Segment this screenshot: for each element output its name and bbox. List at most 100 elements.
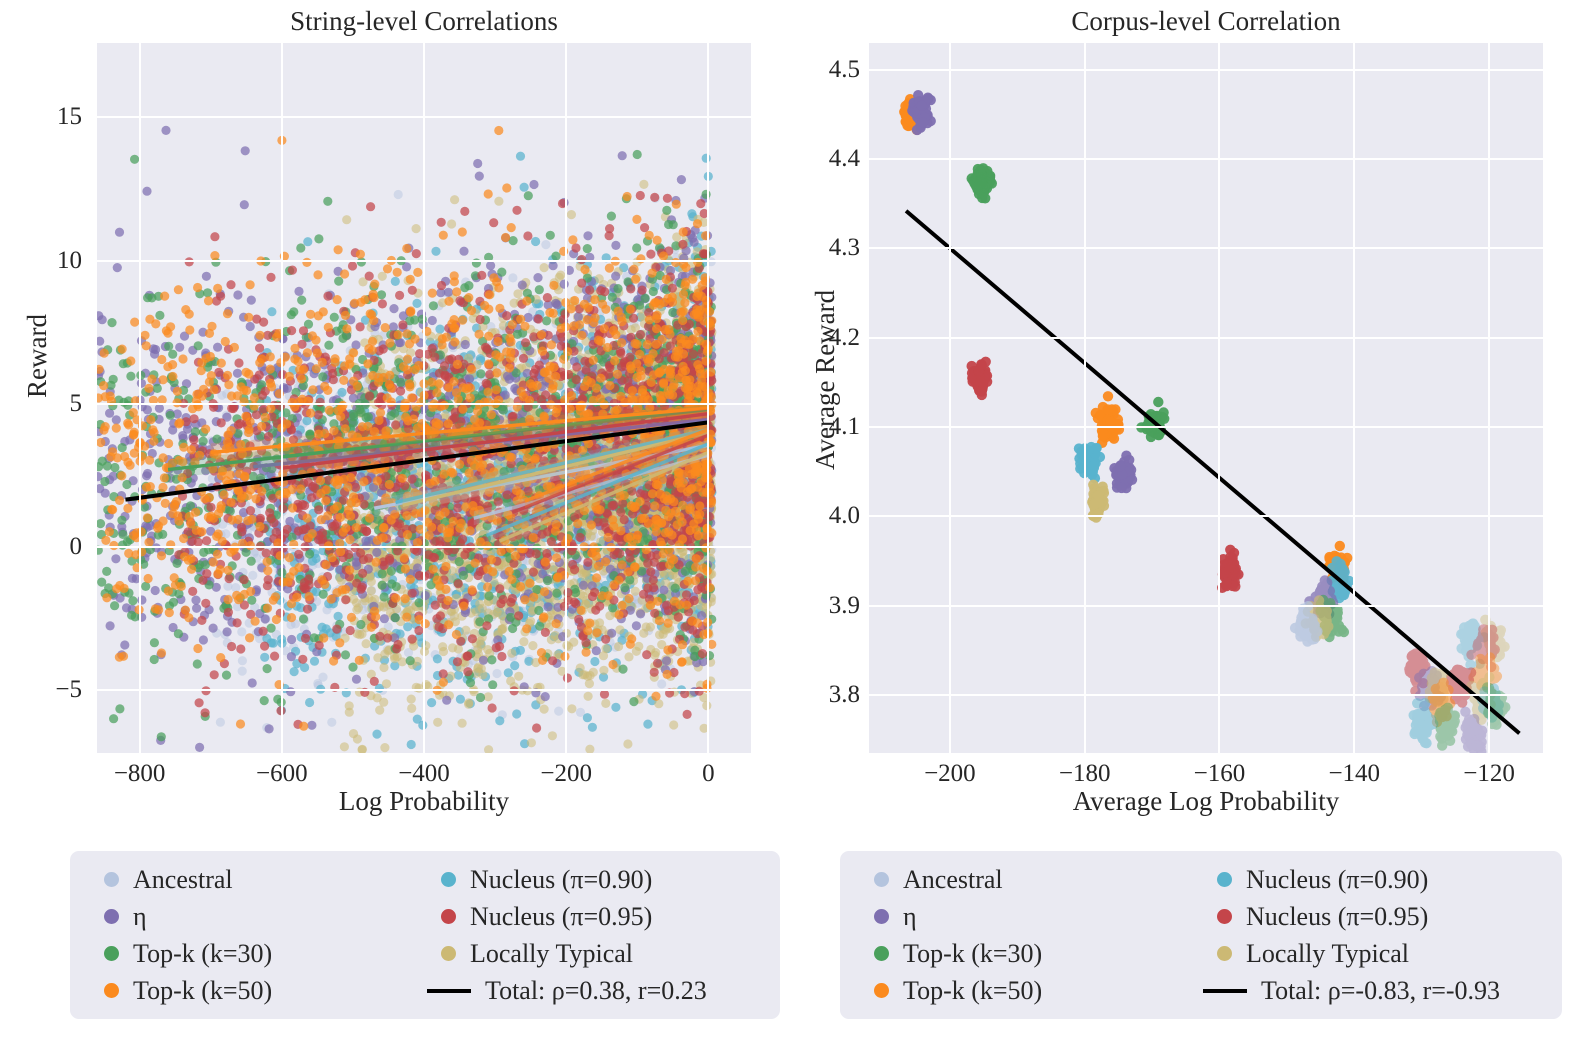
regression-line: [402, 430, 709, 508]
regression-line: [167, 407, 709, 472]
legend-label: η: [903, 901, 917, 931]
legend-item-topk30[interactable]: Top-k (k=30): [90, 939, 427, 969]
y-tick-label: 4.0: [828, 502, 860, 530]
cluster-blob: [1434, 702, 1460, 751]
gridline-horizontal: [869, 68, 1543, 71]
x-tick-label: −400: [398, 760, 450, 787]
legend-item-total[interactable]: Total: ρ=-0.83, r=-0.93: [1203, 976, 1546, 1006]
legend-item-eta[interactable]: η: [860, 902, 1203, 932]
legend-item-topk50[interactable]: Top-k (k=50): [90, 976, 427, 1006]
cluster-blob: [1404, 648, 1431, 697]
legend-item-eta[interactable]: η: [90, 902, 427, 932]
legend-label: η: [133, 901, 147, 931]
legend-line-swatch: [427, 988, 471, 993]
legend-label: Nucleus (π=0.95): [1246, 901, 1429, 931]
right-plot-title: Corpus-level Correlation: [1071, 6, 1341, 36]
legend-item-typical[interactable]: Locally Typical: [427, 939, 764, 969]
x-tick-label: −160: [1193, 760, 1246, 787]
regression-line: [485, 442, 709, 537]
legend-item-nucleus90[interactable]: Nucleus (π=0.90): [1203, 865, 1546, 895]
legend-color-swatch: [104, 983, 119, 998]
legend-item-nucleus95[interactable]: Nucleus (π=0.95): [427, 902, 764, 932]
legend-label: Top-k (k=30): [903, 938, 1043, 968]
cluster-blob: [1087, 479, 1110, 523]
panel-string-level: String-level Correlations −800 −600 −400 −2…: [0, 0, 790, 1040]
legend-label: Total: ρ=-0.83, r=-0.93: [1261, 975, 1501, 1005]
legend-item-nucleus90[interactable]: Nucleus (π=0.90): [427, 865, 764, 895]
legend-item-ancestral[interactable]: Ancestral: [90, 865, 427, 895]
gridline-vertical: [707, 43, 710, 753]
x-tick-label: −200: [540, 760, 592, 787]
regression-line: [524, 427, 709, 503]
gridline-horizontal: [97, 689, 751, 692]
legend-label: Top-k (k=50): [903, 975, 1043, 1005]
panel-corpus-level: Corpus-level Correlation −200 −180 −160 −14…: [790, 0, 1581, 1040]
legend-label: Top-k (k=50): [133, 975, 273, 1005]
cluster-blob: [1289, 601, 1323, 647]
regression-line: [511, 433, 709, 515]
legend-label: Total: ρ=0.38, r=0.23: [485, 975, 707, 1005]
legend-item-total[interactable]: Total: ρ=0.38, r=0.23: [427, 976, 764, 1006]
total-regression-line: [125, 420, 709, 502]
legend-label: Ancestral: [133, 864, 233, 894]
y-tick-label: 4.5: [828, 55, 860, 83]
legend-item-topk30[interactable]: Top-k (k=30): [860, 939, 1203, 969]
legend-color-swatch: [104, 872, 119, 887]
cluster-blob: [1073, 441, 1106, 484]
legend-item-nucleus95[interactable]: Nucleus (π=0.95): [1203, 902, 1546, 932]
y-tick-label: 5: [69, 389, 83, 417]
legend-item-typical[interactable]: Locally Typical: [1203, 939, 1546, 969]
regression-line: [281, 412, 709, 470]
legend-color-swatch: [874, 909, 889, 924]
y-tick-label: 4.3: [828, 234, 860, 262]
gridline-vertical: [1488, 43, 1491, 753]
gridline-vertical: [565, 43, 568, 753]
gridline-horizontal: [97, 116, 751, 119]
legend-label: Ancestral: [903, 864, 1003, 894]
legend-color-swatch: [441, 946, 456, 961]
gridline-horizontal: [869, 426, 1543, 429]
regression-line: [395, 427, 709, 505]
legend-label: Nucleus (π=0.95): [470, 901, 653, 931]
regression-line: [473, 453, 709, 520]
gridline-vertical: [948, 43, 951, 753]
cluster-blob: [907, 90, 936, 136]
gridline-horizontal: [869, 515, 1543, 518]
right-plot-area: [869, 43, 1543, 753]
right-legend[interactable]: Ancestral Nucleus (π=0.90) η Nucleus (π=0.9…: [840, 851, 1562, 1019]
left-plot-title: String-level Correlations: [290, 6, 558, 36]
legend-item-ancestral[interactable]: Ancestral: [860, 865, 1203, 895]
x-tick-label: −600: [256, 760, 308, 787]
left-yaxis-title: Reward: [22, 314, 52, 398]
legend-label: Locally Typical: [470, 938, 634, 968]
legend-color-swatch: [1217, 909, 1232, 924]
y-tick-label: 0: [69, 532, 83, 560]
gridline-horizontal: [869, 247, 1543, 250]
legend-color-swatch: [104, 946, 119, 961]
legend-line-swatch: [1203, 988, 1247, 993]
gridline-horizontal: [97, 402, 751, 405]
left-legend[interactable]: Ancestral Nucleus (π=0.90) η Nucleus (π=0.9…: [70, 851, 780, 1019]
cluster-blob: [1217, 544, 1244, 593]
regression-line: [210, 406, 709, 455]
gridline-vertical: [1218, 43, 1221, 753]
gridline-horizontal: [869, 693, 1543, 696]
legend-color-swatch: [874, 946, 889, 961]
gridline-vertical: [1083, 43, 1086, 753]
legend-label: Nucleus (π=0.90): [1246, 864, 1429, 894]
cluster-blob: [1109, 450, 1138, 494]
legend-item-topk50[interactable]: Top-k (k=50): [860, 976, 1203, 1006]
gridline-horizontal: [869, 336, 1543, 339]
cluster-blob: [1466, 624, 1500, 673]
left-plot-area: [97, 43, 751, 753]
x-tick-label: −120: [1463, 760, 1515, 787]
y-tick-label: 4.4: [828, 145, 860, 173]
legend-label: Locally Typical: [1246, 938, 1410, 968]
cluster-blob: [1414, 666, 1446, 712]
y-tick-label: −5: [55, 676, 82, 704]
y-tick-label: 4.2: [828, 323, 860, 351]
legend-color-swatch: [441, 872, 456, 887]
legend-color-swatch: [874, 983, 889, 998]
right-xaxis-title: Average Log Probability: [1072, 786, 1340, 816]
